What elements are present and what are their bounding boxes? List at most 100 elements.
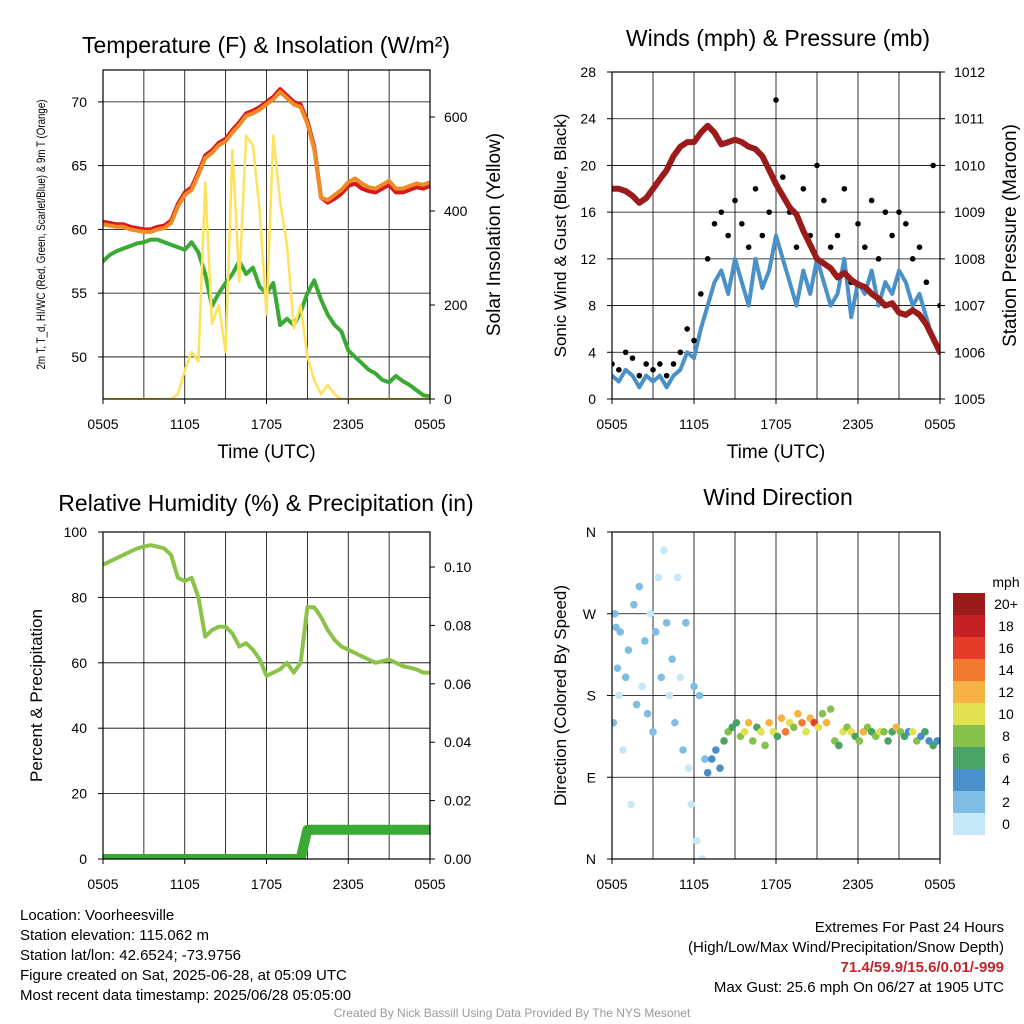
max-gust: Max Gust: 25.6 mph On 06/27 at 1905 UTC xyxy=(713,979,1004,996)
gust-point xyxy=(821,197,827,204)
x-axis-ticks: 0505 1105 1705 2305 0505 xyxy=(87,399,446,432)
chart-title: Temperature (F) & Insolation (W/m²) xyxy=(82,32,450,58)
gust-point xyxy=(704,256,711,262)
direction-point xyxy=(757,728,765,736)
direction-point xyxy=(789,723,798,732)
direction-point xyxy=(632,700,641,709)
direction-point xyxy=(619,746,627,754)
direction-point xyxy=(679,746,687,754)
direction-point xyxy=(814,723,823,732)
y-tick-label: N xyxy=(586,524,596,540)
colorbar-swatch xyxy=(953,681,985,703)
x-tick-label: 1705 xyxy=(251,416,282,432)
gust-point xyxy=(862,244,868,250)
direction-point xyxy=(921,728,929,736)
series-line-9m-t xyxy=(103,89,430,234)
colorbar-swatch xyxy=(953,813,985,835)
extremes-panel: Extremes For Past 24 Hours (High/Low/Max… xyxy=(688,918,1004,998)
y2-tick-label: 0.04 xyxy=(444,734,471,750)
x-tick-label: 2305 xyxy=(842,416,873,432)
y2-tick-label: 200 xyxy=(444,297,468,313)
colorbar-label: 14 xyxy=(998,662,1014,678)
direction-point xyxy=(908,728,917,736)
direction-point xyxy=(671,718,679,727)
direction-point xyxy=(781,728,790,736)
direction-point xyxy=(646,609,655,618)
gust-point xyxy=(711,221,718,227)
direction-point xyxy=(668,655,676,663)
gust-point xyxy=(937,302,940,309)
direction-point xyxy=(690,682,698,691)
x-tick-label: 0505 xyxy=(414,416,445,432)
x-tick-label: 0505 xyxy=(596,416,627,432)
y2-tick-label: 1006 xyxy=(954,344,985,360)
station-location: Location: Voorheesville xyxy=(20,907,175,924)
colorbar-label: 6 xyxy=(1002,750,1010,766)
gust-point xyxy=(896,209,902,215)
y2-tick-label: 400 xyxy=(444,203,468,219)
gust-point xyxy=(698,291,704,297)
plot-area xyxy=(103,87,430,399)
y2-axis-title: Station Pressure (Maroon) xyxy=(1000,124,1021,347)
gust-point xyxy=(732,197,738,204)
gust-point xyxy=(691,337,697,344)
y-axis-ticks: N E S W N xyxy=(583,524,612,867)
direction-point xyxy=(773,732,782,741)
colorbar-swatch xyxy=(953,747,985,769)
station-elevation: Station elevation: 115.062 m xyxy=(20,927,210,944)
recent-timestamp: Most recent data timestamp: 2025/06/28 0… xyxy=(20,987,352,1004)
direction-point xyxy=(657,673,665,682)
colorbar-label: 12 xyxy=(998,684,1014,700)
station-info: Location: Voorheesville Station elevatio… xyxy=(20,906,351,1006)
direction-point xyxy=(638,682,646,691)
x-tick-label: 1105 xyxy=(679,416,709,432)
direction-point xyxy=(822,718,831,727)
extremes-title: Extremes For Past 24 Hours xyxy=(814,919,1004,936)
x-axis-ticks: 0505 1105 1705 2305 0505 xyxy=(87,859,446,892)
direction-point xyxy=(748,737,757,745)
x-tick-label: 0505 xyxy=(596,876,627,892)
colorbar-label: 16 xyxy=(998,640,1014,656)
gust-point xyxy=(800,185,807,192)
direction-point xyxy=(712,746,720,754)
gust-point xyxy=(773,97,779,103)
wind-direction-points xyxy=(612,546,940,859)
series-line-relative-humidity xyxy=(103,543,430,678)
x-axis-title: Time (UTC) xyxy=(217,442,316,463)
gust-point xyxy=(868,197,875,204)
y2-tick-label: 1012 xyxy=(954,64,985,80)
gust-point xyxy=(616,367,622,373)
direction-point xyxy=(641,637,649,645)
direction-point xyxy=(676,673,685,682)
direction-point xyxy=(720,737,728,745)
gust-point xyxy=(841,185,848,192)
direction-point xyxy=(818,709,827,718)
colorbar-label: 0 xyxy=(1002,816,1010,832)
direction-point xyxy=(682,619,690,627)
gust-point xyxy=(882,209,889,215)
colorbar-swatch xyxy=(953,769,985,791)
gust-point xyxy=(793,244,800,250)
extremes-values: 71.4/59.9/15.6/0.01/-999 xyxy=(840,959,1004,976)
x-tick-label: 1105 xyxy=(170,876,200,892)
gust-point xyxy=(718,209,725,215)
plot-area xyxy=(612,97,940,390)
direction-point xyxy=(884,737,892,745)
direction-point xyxy=(732,718,741,727)
direction-point xyxy=(765,718,773,727)
y-tick-label: 16 xyxy=(580,204,596,220)
direction-point xyxy=(651,628,660,636)
x-tick-label: 1705 xyxy=(760,876,791,892)
x-axis-ticks: 0505 1105 1705 2305 0505 xyxy=(596,399,956,432)
y2-tick-label: 1009 xyxy=(954,204,985,220)
gust-point xyxy=(745,244,752,250)
plot-area xyxy=(612,546,940,859)
gust-point xyxy=(643,361,649,367)
series-line-solar-insolation xyxy=(103,134,430,399)
direction-point xyxy=(687,800,696,809)
y-tick-label: S xyxy=(587,688,596,704)
y2-tick-label: 1008 xyxy=(954,251,985,267)
direction-point xyxy=(707,755,716,763)
y-tick-label: 20 xyxy=(580,157,596,173)
y-tick-label: 55 xyxy=(71,285,87,301)
